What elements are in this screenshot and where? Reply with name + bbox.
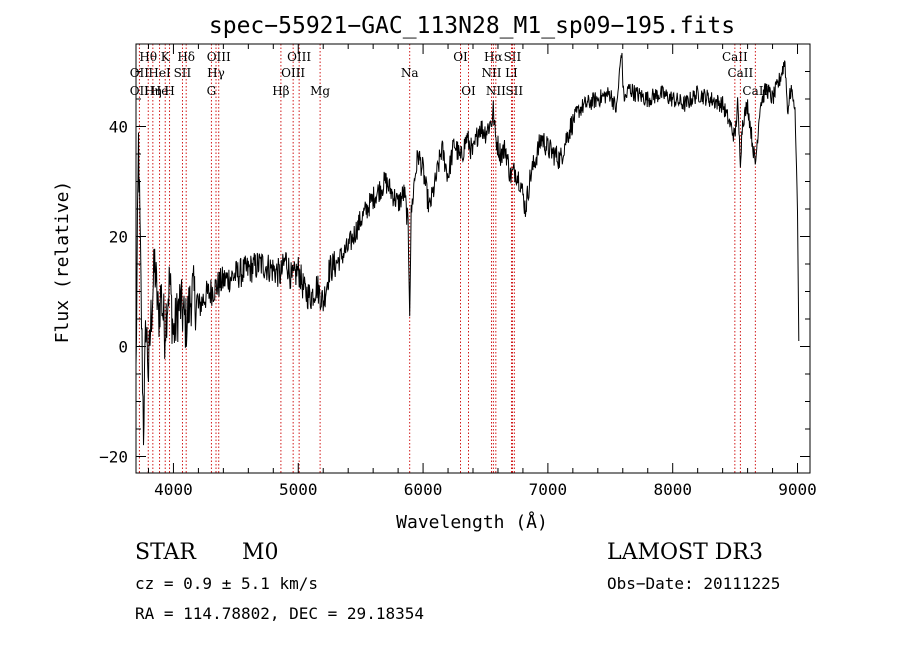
marker-label: He bbox=[151, 84, 169, 98]
marker-label: OIII bbox=[287, 50, 311, 64]
y-tick-label: 20 bbox=[109, 228, 128, 247]
marker-label: K bbox=[161, 50, 171, 64]
marker-label: OIII bbox=[281, 66, 305, 80]
y-tick-label: −20 bbox=[99, 448, 128, 467]
marker-label: Na bbox=[401, 66, 419, 80]
flux-series bbox=[135, 52, 800, 446]
marker-label: OI bbox=[453, 50, 468, 64]
marker-label: Hβ bbox=[272, 84, 289, 98]
marker-label: OII bbox=[130, 84, 150, 98]
marker-label: Hθ bbox=[139, 50, 157, 64]
x-tick-label: 5000 bbox=[279, 480, 318, 499]
marker-label: G bbox=[207, 84, 217, 98]
marker-label: HeI bbox=[148, 66, 171, 80]
marker-label: Hη bbox=[144, 84, 162, 98]
marker-label: H bbox=[164, 84, 174, 98]
axes: 4000 5000 6000 7000 8000 9000 −20 0 20 40 bbox=[99, 44, 817, 499]
marker-label: OI bbox=[461, 84, 476, 98]
marker-label: Mg bbox=[310, 84, 330, 98]
chart-title: spec−55921−GAC_113N28_M1_sp09−195.fits bbox=[209, 13, 735, 39]
y-axis-label: Flux (relative) bbox=[52, 181, 73, 344]
x-axis-label: Wavelength (Å) bbox=[396, 511, 548, 533]
marker-label: LI bbox=[505, 66, 518, 80]
marker-label: OII bbox=[130, 66, 150, 80]
survey-name: LAMOST DR3 bbox=[607, 540, 763, 565]
redshift-value: cz = 0.9 ± 5.1 km/s bbox=[135, 574, 319, 593]
x-tick-label: 7000 bbox=[529, 480, 568, 499]
subclass: M0 bbox=[242, 540, 279, 565]
x-tick-label: 6000 bbox=[404, 480, 443, 499]
marker-label: CaII bbox=[722, 50, 748, 64]
observation-date: Obs−Date: 20111225 bbox=[607, 574, 781, 593]
marker-label: CaII bbox=[727, 66, 753, 80]
marker-label: SII bbox=[174, 66, 192, 80]
x-tick-label: 4000 bbox=[154, 480, 193, 499]
marker-label: NII bbox=[486, 84, 506, 98]
coordinates: RA = 114.78802, DEC = 29.18354 bbox=[135, 604, 424, 623]
marker-label: CaII bbox=[742, 84, 768, 98]
plot-frame bbox=[135, 43, 811, 474]
marker-label: NII bbox=[481, 66, 501, 80]
y-tick-label: 40 bbox=[109, 118, 128, 137]
marker-label: Hδ bbox=[177, 50, 195, 64]
x-tick-label: 9000 bbox=[778, 480, 817, 499]
marker-label: OIII bbox=[207, 50, 231, 64]
flux-line bbox=[135, 52, 800, 446]
y-tick-label: 0 bbox=[118, 338, 128, 357]
marker-label: Hα bbox=[484, 50, 503, 64]
x-tick-label: 8000 bbox=[653, 480, 692, 499]
marker-label: SII bbox=[505, 84, 523, 98]
marker-label: Hγ bbox=[207, 66, 225, 80]
marker-label: SII bbox=[504, 50, 522, 64]
object-class: STAR bbox=[135, 540, 196, 565]
